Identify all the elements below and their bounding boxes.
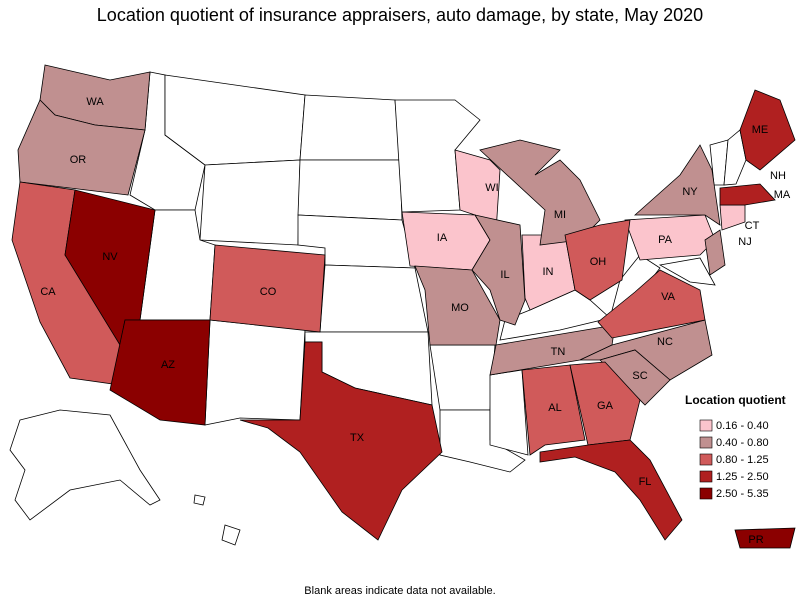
state: CT: [719, 204, 760, 232]
title: Location quotient of insurance appraiser…: [97, 5, 703, 25]
state-label: FL: [639, 476, 652, 488]
state-shape: [739, 89, 796, 171]
state-label: NH: [770, 170, 786, 182]
state-label: NJ: [738, 236, 751, 248]
note: Blank areas indicate data not available.: [304, 585, 495, 597]
state-label: WA: [86, 96, 104, 108]
state-label: SC: [632, 370, 647, 382]
state-label: OH: [590, 256, 607, 268]
state-blank: [658, 257, 716, 286]
state-blank: [193, 494, 206, 506]
state: WA: [39, 64, 151, 131]
state-blank: [199, 159, 301, 246]
state: SC: [599, 349, 671, 406]
state: ME: [739, 89, 796, 171]
state-blank: [723, 129, 747, 186]
state: CO: [209, 244, 326, 333]
state: AZ: [109, 319, 211, 426]
state-label: IL: [500, 269, 509, 281]
state-blank: [299, 94, 401, 161]
state-shape: [719, 204, 746, 231]
state: MI: [479, 139, 601, 246]
state-blank: [221, 524, 241, 546]
legend-label: 0.16 - 0.40: [716, 420, 769, 432]
state: TX: [239, 341, 443, 541]
state-blank: [9, 409, 161, 521]
state-label: CO: [260, 286, 277, 298]
legend-swatch: [699, 470, 713, 483]
state-shape: [17, 99, 146, 196]
state: WI: [454, 149, 501, 233]
state-shape: [597, 269, 706, 339]
state: OH: [564, 219, 631, 301]
state-label: TN: [551, 346, 566, 358]
state-shape: [479, 139, 601, 246]
state-shape: [209, 244, 326, 333]
state-label: IN: [543, 266, 554, 278]
state-label: WI: [485, 182, 498, 194]
state-label: MA: [774, 189, 791, 201]
state: PA: [624, 214, 716, 261]
state-blank: [429, 344, 496, 411]
state-shape: [564, 219, 631, 301]
state-label: TX: [350, 432, 365, 444]
state: OR: [17, 99, 146, 196]
state-label: CT: [745, 220, 760, 232]
state-label: PR: [748, 534, 763, 546]
state-label: NC: [657, 336, 673, 348]
legend-title: Location quotient: [685, 393, 786, 407]
state-shape: [719, 183, 776, 206]
state: VA: [597, 269, 706, 339]
state-label: AL: [548, 402, 561, 414]
legend-swatch: [699, 487, 713, 500]
state-label: MI: [554, 209, 566, 221]
state-label: ME: [752, 124, 769, 136]
legend-swatch: [699, 419, 713, 432]
state-shape: [471, 214, 526, 326]
state-shape: [734, 527, 796, 549]
state-label: VA: [661, 291, 676, 303]
state-shape: [569, 361, 641, 446]
state: IL: [471, 214, 526, 326]
state-shape: [109, 319, 211, 426]
state: NY: [633, 144, 721, 226]
state-blank: [489, 369, 529, 456]
state-shape: [633, 144, 721, 226]
state-label: AZ: [161, 359, 175, 371]
state: MA: [719, 183, 791, 206]
legend-swatch: [699, 436, 713, 449]
legend: Location quotient 0.16 - 0.40 0.40 - 0.80…: [685, 393, 786, 500]
state-blank: [319, 264, 429, 333]
state-blank: [297, 159, 403, 221]
legend-swatch: [699, 453, 713, 466]
state-shape: [539, 439, 683, 541]
states: WI IA IN PA CT WA OR MO IL MI TN NC SC N…: [11, 64, 796, 549]
state-label: NY: [682, 186, 698, 198]
state-label: CA: [40, 286, 56, 298]
state: GA: [569, 361, 641, 446]
state-shape: [704, 229, 726, 276]
legend-label: 0.80 - 1.25: [716, 454, 769, 466]
state-label: GA: [597, 400, 614, 412]
state-shape: [239, 341, 443, 541]
state-label: NV: [102, 251, 118, 263]
state: TN: [489, 324, 616, 376]
state-label: MO: [451, 302, 469, 314]
state: AL: [521, 364, 586, 456]
state: PR: [734, 527, 796, 549]
state-label: OR: [70, 154, 87, 166]
state-label: PA: [658, 234, 673, 246]
legend-label: 1.25 - 2.50: [716, 471, 769, 483]
state-label: IA: [437, 232, 448, 244]
legend-label: 2.50 - 5.35: [716, 488, 769, 500]
state: FL: [539, 439, 683, 541]
legend-label: 0.40 - 0.80: [716, 437, 769, 449]
state-blank: [204, 319, 306, 426]
state: NJ: [704, 229, 752, 276]
state-shape: [521, 364, 586, 456]
